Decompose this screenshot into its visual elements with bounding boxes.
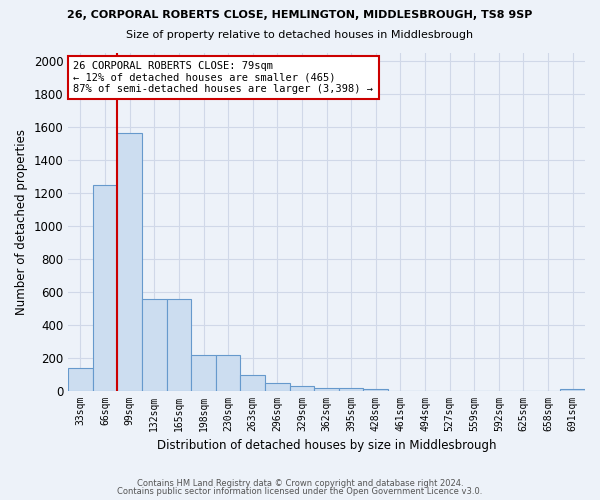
Bar	[191, 354, 216, 391]
Text: Contains HM Land Registry data © Crown copyright and database right 2024.: Contains HM Land Registry data © Crown c…	[137, 478, 463, 488]
Text: Size of property relative to detached houses in Middlesbrough: Size of property relative to detached ho…	[127, 30, 473, 40]
Bar	[560, 388, 585, 391]
Bar	[290, 386, 314, 391]
Bar	[142, 298, 167, 391]
Text: 26 CORPORAL ROBERTS CLOSE: 79sqm
← 12% of detached houses are smaller (465)
87% : 26 CORPORAL ROBERTS CLOSE: 79sqm ← 12% o…	[73, 61, 373, 94]
Text: Contains public sector information licensed under the Open Government Licence v3: Contains public sector information licen…	[118, 487, 482, 496]
X-axis label: Distribution of detached houses by size in Middlesbrough: Distribution of detached houses by size …	[157, 440, 496, 452]
Bar	[265, 383, 290, 391]
Bar	[364, 388, 388, 391]
Bar	[93, 184, 118, 391]
Bar	[241, 376, 265, 391]
Bar	[68, 368, 93, 391]
Bar	[339, 388, 364, 391]
Y-axis label: Number of detached properties: Number of detached properties	[15, 129, 28, 315]
Bar	[118, 134, 142, 391]
Bar	[167, 298, 191, 391]
Bar	[216, 354, 241, 391]
Bar	[314, 388, 339, 391]
Text: 26, CORPORAL ROBERTS CLOSE, HEMLINGTON, MIDDLESBROUGH, TS8 9SP: 26, CORPORAL ROBERTS CLOSE, HEMLINGTON, …	[67, 10, 533, 20]
